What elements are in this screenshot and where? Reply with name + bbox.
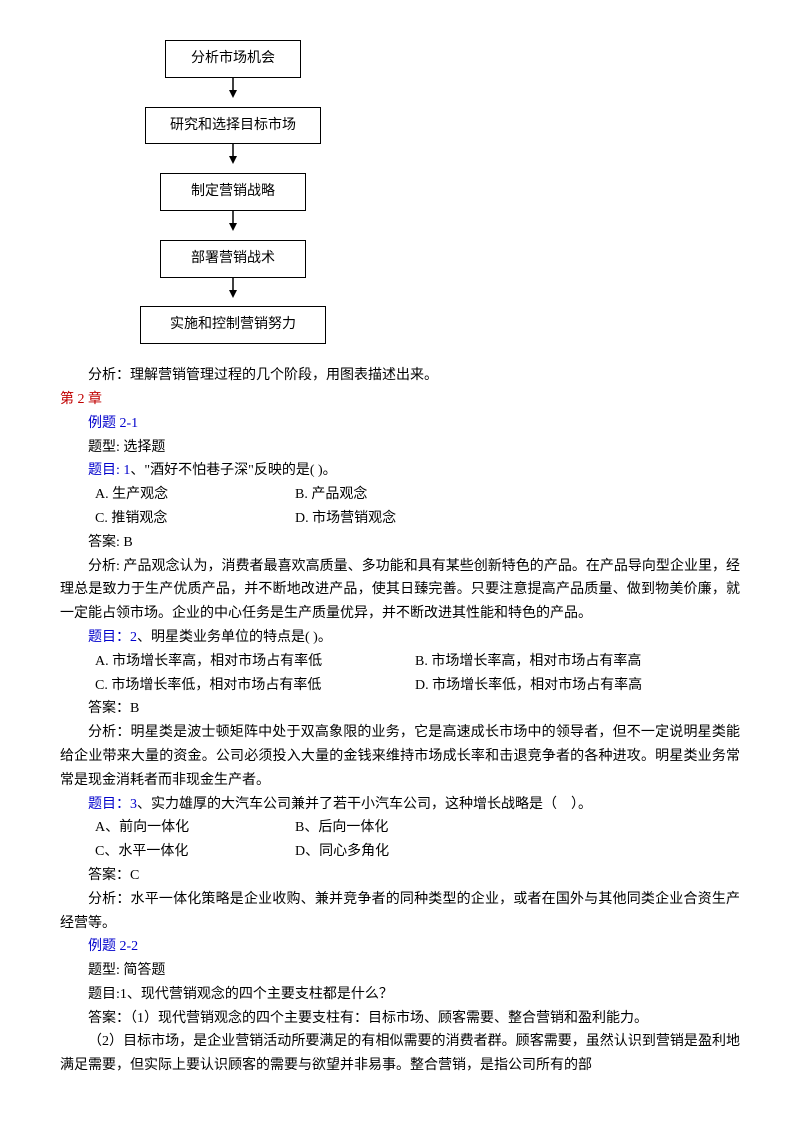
q3-options-row1: A、前向一体化B、后向一体化 [95,816,740,840]
example-title: 例题 2-1 [60,412,740,436]
flowchart: 分析市场机会 研究和选择目标市场 制定营销战略 部署营销战术 实施和控制营销努力 [140,40,740,344]
q1-options-row2: C. 推销观念D. 市场营销观念 [95,507,740,531]
flow-node-5: 实施和控制营销努力 [140,306,326,344]
q1-opt-d: D. 市场营销观念 [295,511,396,526]
q3-text: 、实力雄厚的大汽车公司兼并了若干小汽车公司，这种增长战略是（ ）。 [137,797,592,812]
q2-options-row1: A. 市场增长率高，相对市场占有率低B. 市场增长率高，相对市场占有率高 [95,650,740,674]
q1-analysis: 分析: 产品观念认为，消费者最喜欢高质量、多功能和具有某些创新特色的产品。在产品… [60,555,740,626]
q3-analysis: 分析：水平一体化策略是企业收购、兼并竞争者的同种类型的企业，或者在国外与其他同类… [60,888,740,936]
flow-node-4: 部署营销战术 [160,240,306,278]
q1-options-row1: A. 生产观念B. 产品观念 [95,483,740,507]
q1-label: 题目: 1 [88,463,130,478]
q2-opt-d: D. 市场增长率低，相对市场占有率高 [415,678,642,693]
q3-opt-b: B、后向一体化 [295,820,388,835]
ex22-answer1: 答案：（1）现代营销观念的四个主要支柱有：目标市场、顾客需要、整合营销和盈利能力… [60,1007,740,1031]
q2-answer: 答案：B [60,697,740,721]
ex22-answer2: （2）目标市场，是企业营销活动所要满足的有相似需要的消费者群。顾客需要，虽然认识… [60,1030,740,1078]
flow-node-2: 研究和选择目标市场 [145,107,321,145]
q3-label: 题目：3 [88,797,137,812]
q2-opt-b: B. 市场增长率高，相对市场占有率高 [415,654,641,669]
q3-options-row2: C、水平一体化D、同心多角化 [95,840,740,864]
q2-text: 、明星类业务单位的特点是( )。 [137,630,332,645]
q2-opt-c: C. 市场增长率低，相对市场占有率低 [95,674,415,698]
flow-node-1: 分析市场机会 [165,40,301,78]
question-type: 题型: 选择题 [60,436,740,460]
ex22-q1: 题目:1、现代营销观念的四个主要支柱都是什么？ [60,983,740,1007]
analysis-text: 分析：理解营销管理过程的几个阶段，用图表描述出来。 [60,364,740,388]
q2-opt-a: A. 市场增长率高，相对市场占有率低 [95,650,415,674]
example-title-2: 例题 2-2 [60,935,740,959]
q1-opt-a: A. 生产观念 [95,483,295,507]
q3-answer: 答案：C [60,864,740,888]
flow-arrow [140,78,326,107]
q3-opt-d: D、同心多角化 [295,844,389,859]
chapter-heading: 第 2 章 [60,388,740,412]
question-1: 题目: 1、"酒好不怕巷子深"反映的是( )。 [60,459,740,483]
q1-answer: 答案: B [60,531,740,555]
q3-opt-a: A、前向一体化 [95,816,295,840]
flow-arrow [140,211,326,240]
question-type-2: 题型: 简答题 [60,959,740,983]
q2-label: 题目：2 [88,630,137,645]
q2-options-row2: C. 市场增长率低，相对市场占有率低D. 市场增长率低，相对市场占有率高 [95,674,740,698]
question-3: 题目：3、实力雄厚的大汽车公司兼并了若干小汽车公司，这种增长战略是（ ）。 [60,793,740,817]
q1-opt-b: B. 产品观念 [295,487,367,502]
flow-node-3: 制定营销战略 [160,173,306,211]
q1-text: 、"酒好不怕巷子深"反映的是( )。 [130,463,336,478]
q2-analysis: 分析：明星类是波士顿矩阵中处于双高象限的业务，它是高速成长市场中的领导者，但不一… [60,721,740,792]
question-2: 题目：2、明星类业务单位的特点是( )。 [60,626,740,650]
flow-arrow [140,144,326,173]
q3-opt-c: C、水平一体化 [95,840,295,864]
q1-opt-c: C. 推销观念 [95,507,295,531]
flow-arrow [140,278,326,307]
